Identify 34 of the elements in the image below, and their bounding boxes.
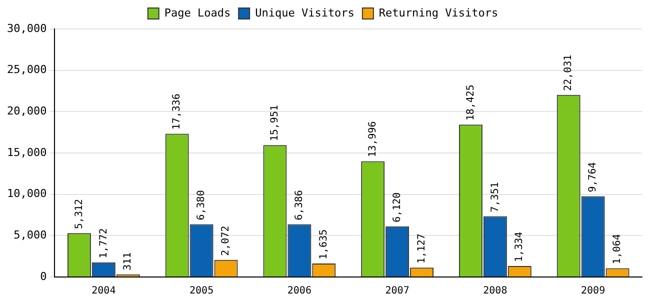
data-label: 6,386	[294, 190, 306, 220]
data-label: 5,312	[74, 198, 85, 230]
x-tick-label: 2004	[92, 286, 116, 297]
y-tick-label: 15,000	[6, 146, 47, 159]
data-label: 9,764	[588, 162, 599, 192]
data-label: 15,951	[270, 105, 281, 142]
y-tick-label: 5,000	[14, 228, 47, 242]
y-tick-label: 30,000	[6, 22, 47, 35]
data-label: 1,772	[98, 228, 110, 258]
data-label: 1,334	[514, 232, 526, 262]
data-label: 1,127	[416, 234, 428, 264]
data-label: 13,996	[367, 121, 378, 158]
data-label: 22,031	[563, 54, 574, 91]
x-tick-label: 2009	[581, 286, 606, 297]
data-label: 17,336	[172, 94, 183, 130]
data-label: 7,351	[490, 182, 501, 212]
x-tick-label: 2007	[385, 286, 410, 297]
y-tick-label: 25,000	[6, 63, 47, 76]
x-tick-label: 2005	[190, 286, 214, 297]
data-label: 18,425	[465, 84, 476, 121]
x-tick-label: 2006	[287, 286, 312, 297]
data-label: 6,380	[196, 190, 208, 220]
y-tick-label: 20,000	[6, 104, 47, 118]
data-label: 6,120	[392, 192, 403, 222]
data-label: 2,072	[220, 226, 232, 256]
y-tick-label: 0	[40, 270, 47, 283]
data-label: 1,635	[318, 229, 330, 260]
legend-label: Page Loads	[164, 6, 231, 20]
x-tick-label: 2008	[483, 286, 508, 297]
legend-label: Returning Visitors	[378, 6, 498, 20]
data-label: 311	[122, 252, 134, 270]
data-label: 1,064	[612, 234, 624, 264]
y-tick-label: 10,000	[6, 187, 47, 200]
legend-label: Unique Visitors	[255, 6, 354, 20]
